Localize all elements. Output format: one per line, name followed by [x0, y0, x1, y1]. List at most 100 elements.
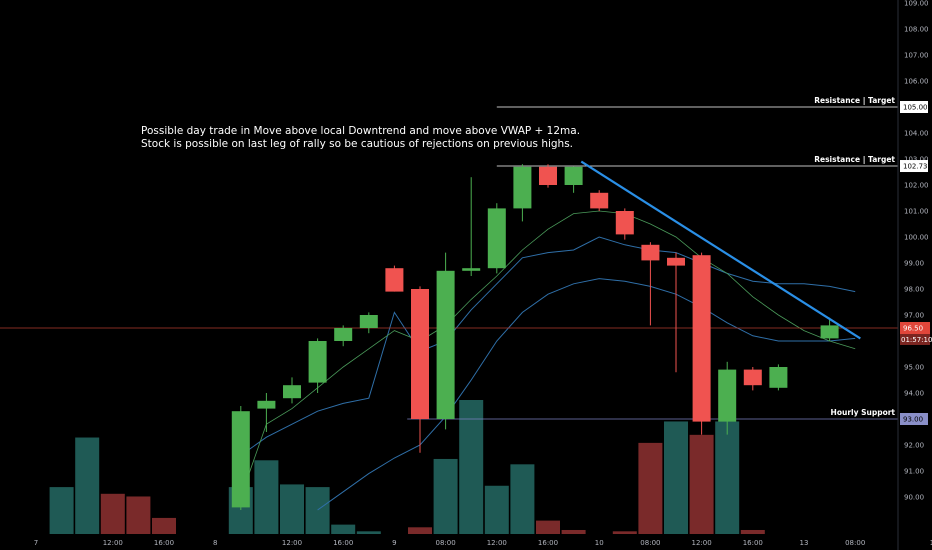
candle-body — [820, 325, 839, 339]
x-tick-label: 8 — [213, 539, 217, 547]
y-tick-label: 107.00 — [904, 52, 929, 60]
y-tick-label: 90.00 — [904, 494, 924, 502]
current-price-label: 96.50 — [903, 325, 923, 333]
level-badge — [900, 413, 928, 425]
volume-bar — [49, 487, 74, 534]
candle-body — [667, 257, 685, 266]
annotation-line-2: Stock is possible on last leg of rally s… — [141, 138, 574, 150]
volume-bar — [433, 458, 458, 534]
annotation-line-1: Possible day trade in Move above local D… — [141, 125, 581, 137]
candle-body — [359, 315, 378, 328]
candle-body — [257, 400, 276, 409]
downtrend-line[interactable] — [580, 160, 861, 340]
x-tick-label: 16:00 — [333, 539, 353, 547]
level-label: Resistance | Target — [814, 155, 895, 165]
x-tick-label: 08:00 — [436, 539, 456, 547]
x-tick-label: 08:00 — [845, 539, 865, 547]
candle-body — [308, 341, 327, 383]
current-price-badge — [900, 322, 930, 334]
level-badge-label: 102.73 — [903, 163, 928, 171]
y-tick-label: 104.00 — [904, 130, 929, 138]
level-badge-label: 93.00 — [903, 416, 923, 424]
x-tick-label: 10 — [595, 539, 604, 547]
volume-bar — [484, 485, 509, 534]
trendline — [580, 160, 861, 340]
volume-bar — [715, 421, 740, 534]
volume-bar — [280, 484, 304, 534]
y-tick-label: 95.00 — [904, 364, 924, 372]
level-badge-label: 105.00 — [903, 104, 928, 112]
ma-line — [240, 210, 856, 498]
x-tick-label: 7 — [34, 539, 38, 547]
y-tick-label: 109.00 — [904, 0, 929, 8]
time-axis[interactable]: 7 12:00 16:00 8 12:00 16:00 9 08:00 12:00 16:00 10… — [34, 539, 932, 547]
x-tick-label: 12:00 — [282, 539, 302, 547]
y-tick-label: 108.00 — [904, 26, 929, 34]
volume-bar — [100, 493, 125, 534]
x-tick-label: 12:00 — [487, 539, 507, 547]
y-tick-label: 101.00 — [904, 208, 929, 216]
x-tick-label: 08:00 — [640, 539, 660, 547]
volume-bar — [305, 487, 330, 534]
candle-body — [385, 268, 404, 292]
volume-bar — [459, 400, 484, 534]
horizontal-levels: Resistance | Target Resistance | Target Ho… — [0, 96, 898, 420]
volume-bar — [664, 421, 688, 534]
candle-body — [231, 411, 250, 508]
candle-body — [436, 270, 455, 419]
x-tick-label: 12:00 — [692, 539, 712, 547]
y-tick-label: 99.00 — [904, 260, 924, 268]
y-tick-label: 97.00 — [904, 312, 924, 320]
volume-bar — [356, 531, 381, 534]
indicator-lines — [240, 210, 856, 511]
x-tick-label: 16:00 — [743, 539, 763, 547]
volume-bar — [408, 527, 432, 534]
y-tick-label: 106.00 — [904, 78, 929, 86]
volume-bar — [75, 437, 100, 534]
candle-body — [411, 289, 429, 419]
x-tick-label: 16:00 — [538, 539, 558, 547]
candle-body — [718, 369, 737, 422]
countdown-label: 01:57:10 — [901, 336, 932, 344]
candle-body — [539, 166, 557, 185]
level-badge — [900, 160, 928, 173]
y-tick-label: 92.00 — [904, 442, 924, 450]
x-tick-label: 1 — [930, 539, 932, 547]
vwap-line — [240, 236, 856, 456]
candle-body — [590, 192, 609, 209]
y-tick-label: 102.00 — [904, 182, 929, 190]
volume-bars — [49, 400, 765, 534]
volume-bar — [254, 460, 279, 534]
candle-body — [641, 244, 660, 261]
volume-bar — [126, 496, 151, 534]
y-tick-label: 94.00 — [904, 390, 924, 398]
candles — [231, 164, 839, 510]
candle-body — [692, 255, 711, 422]
x-tick-label: 16:00 — [154, 539, 174, 547]
annotation-note[interactable]: Possible day trade in Move above local D… — [138, 123, 581, 153]
candle-body — [564, 166, 583, 185]
y-tick-label: 103.00 — [904, 156, 929, 164]
volume-bar — [561, 529, 586, 534]
volume-bar — [689, 434, 714, 534]
candle-body — [487, 208, 506, 269]
x-tick-label: 13 — [800, 539, 809, 547]
y-tick-label: 100.00 — [904, 234, 929, 242]
x-tick-label: 12:00 — [103, 539, 123, 547]
x-tick-label: 9 — [392, 539, 396, 547]
price-axis[interactable]: 90.0091.0092.0093.0094.0095.0096.0097.00… — [897, 0, 932, 550]
candle-body — [462, 268, 481, 271]
y-tick-label: 91.00 — [904, 468, 924, 476]
candle-body — [769, 367, 788, 388]
candle-body — [513, 166, 532, 209]
volume-bar — [612, 531, 637, 534]
volume-bar — [152, 517, 176, 534]
volume-bar — [510, 464, 535, 534]
candle-body — [334, 328, 353, 341]
candle-body — [283, 385, 301, 399]
volume-bar — [536, 520, 560, 534]
level-label: Hourly Support — [831, 408, 896, 417]
vwap-band-line — [317, 278, 856, 511]
y-tick-label: 98.00 — [904, 286, 924, 294]
